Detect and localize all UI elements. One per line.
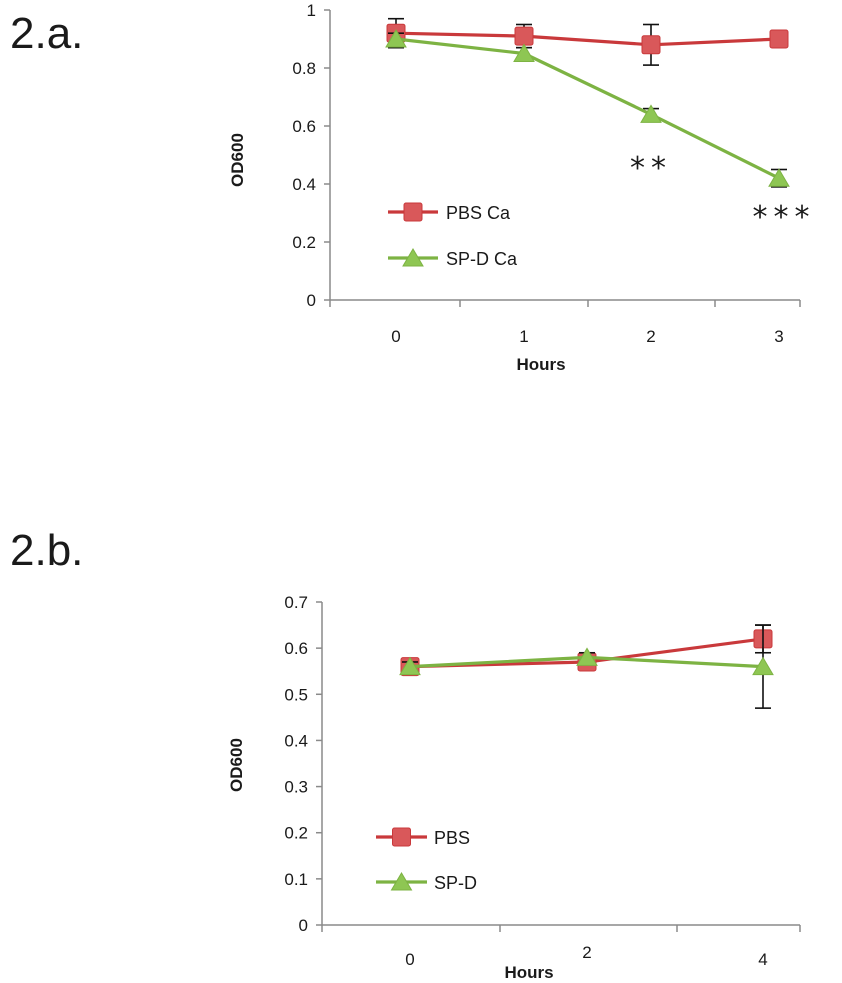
data-point-triangle xyxy=(385,29,407,48)
y-tick-label: 0 xyxy=(307,291,316,310)
x-axis-title: Hours xyxy=(504,963,553,982)
panel-label: 2.a. xyxy=(10,9,83,58)
x-tick-label: 1 xyxy=(519,327,528,346)
x-tick-label: 2 xyxy=(582,943,591,962)
significance-annotation: *** xyxy=(753,200,816,235)
significance-annotation: ** xyxy=(630,151,672,186)
y-tick-label: 0.6 xyxy=(284,639,308,658)
y-tick-label: 0.2 xyxy=(292,233,316,252)
y-axis-title: OD600 xyxy=(228,133,247,187)
x-tick-label: 4 xyxy=(758,950,767,969)
y-tick-label: 0 xyxy=(299,916,308,935)
legend-label: SP-D Ca xyxy=(446,249,518,269)
data-point-square xyxy=(769,29,789,49)
data-point-triangle xyxy=(640,104,662,123)
legend-marker-square xyxy=(392,827,411,847)
y-tick-label: 0.4 xyxy=(284,731,308,750)
y-tick-label: 0.6 xyxy=(292,117,316,136)
x-axis-title: Hours xyxy=(516,355,565,374)
x-tick-label: 0 xyxy=(391,327,400,346)
y-tick-label: 0.8 xyxy=(292,59,316,78)
data-point-triangle xyxy=(399,656,421,676)
series-line xyxy=(395,37,780,180)
legend-label: PBS Ca xyxy=(446,203,511,223)
series-line xyxy=(395,31,780,47)
y-tick-label: 0.4 xyxy=(292,175,316,194)
legend-marker-triangle xyxy=(390,872,413,891)
y-axis-title: OD600 xyxy=(227,738,246,792)
data-point-triangle xyxy=(576,647,598,666)
data-point-triangle xyxy=(768,168,790,187)
series-sp-d xyxy=(399,624,774,709)
data-point-square xyxy=(514,26,534,46)
legend-label: SP-D xyxy=(434,873,477,893)
legend-label: PBS xyxy=(434,828,470,848)
x-tick-label: 2 xyxy=(646,327,655,346)
chart-panel-2: 2.b. 0 0.1 0.2 0.3 0.4 0.5 0.6 0.7 0 2 4 OD600 Hours P… xyxy=(10,526,801,982)
chart-panel-1: 2.a. 0 0.2 0.4 0.6 0.8 1 0 1 2 3 OD600 Hours PBS Ca SP… xyxy=(10,1,816,374)
y-tick-label: 0.5 xyxy=(284,685,308,704)
data-point-triangle xyxy=(752,656,774,676)
y-tick-label: 0.1 xyxy=(284,870,308,889)
x-tick-label: 3 xyxy=(774,327,783,346)
y-tick-label: 0.3 xyxy=(284,778,308,797)
y-tick-label: 0.7 xyxy=(284,593,308,612)
series-sp-d-ca xyxy=(385,29,790,188)
legend-marker-triangle xyxy=(402,248,424,267)
y-tick-label: 1 xyxy=(307,1,316,20)
x-tick-label: 0 xyxy=(405,950,414,969)
series-pbs-ca xyxy=(386,17,789,66)
data-point-square xyxy=(641,35,661,55)
y-tick-label: 0.2 xyxy=(284,824,308,843)
data-point-triangle xyxy=(513,43,535,62)
legend-marker-square xyxy=(403,202,423,222)
panel-label: 2.b. xyxy=(10,526,83,575)
